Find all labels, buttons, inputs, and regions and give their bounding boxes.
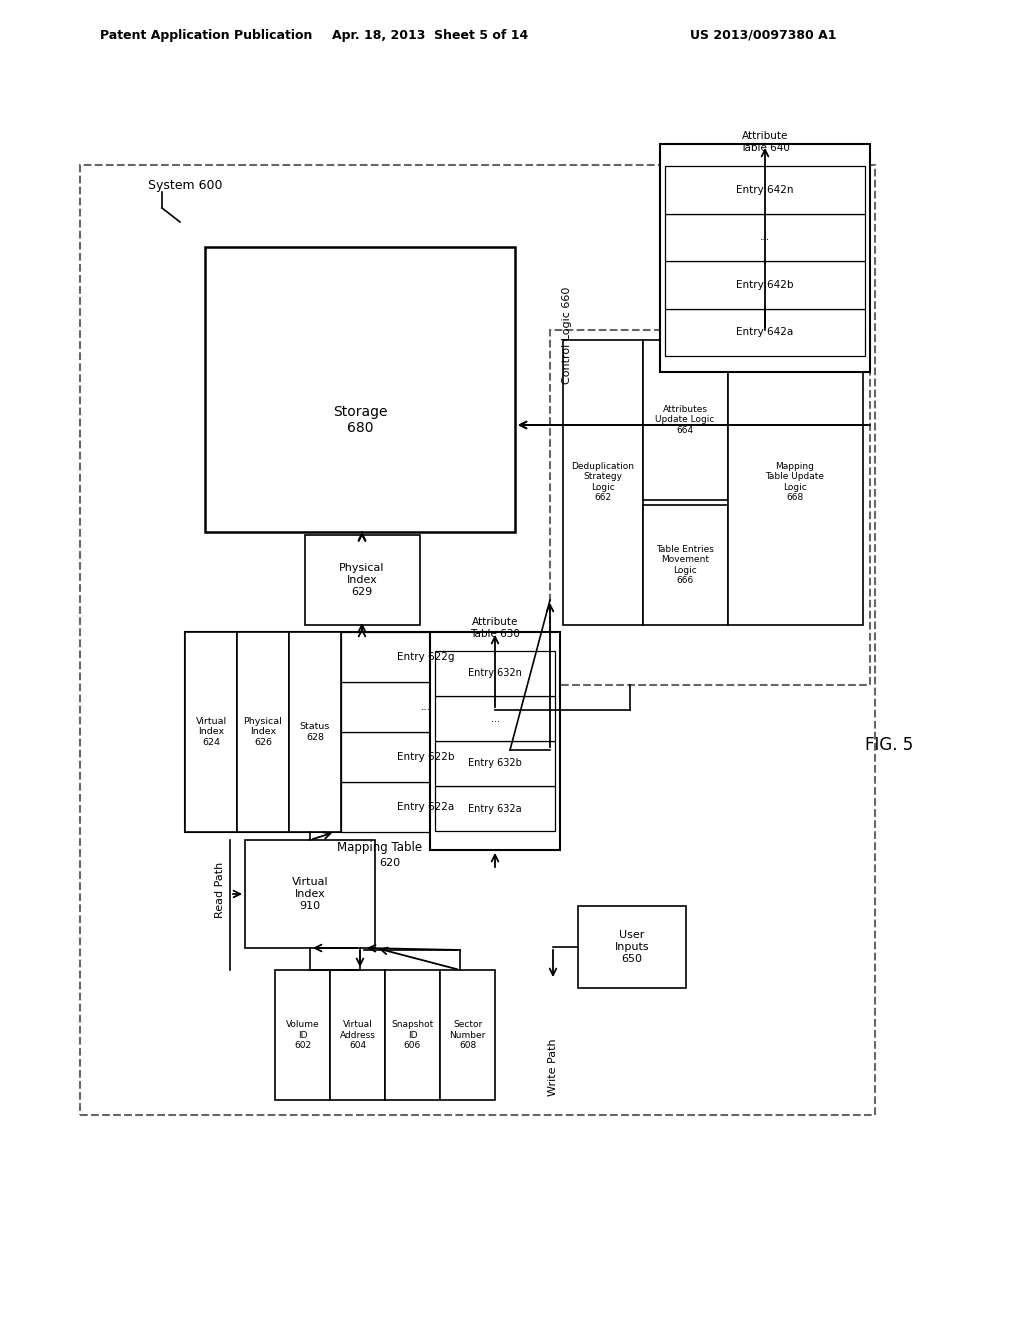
Bar — [665, 309, 865, 356]
Bar — [550, 330, 870, 685]
Text: Attributes
Update Logic
664: Attributes Update Logic 664 — [655, 405, 715, 434]
Text: Entry 642b: Entry 642b — [736, 280, 794, 290]
Text: Read Path: Read Path — [215, 862, 225, 919]
Bar — [185, 632, 237, 832]
Text: US 2013/0097380 A1: US 2013/0097380 A1 — [690, 29, 837, 41]
Bar — [80, 165, 874, 1115]
Bar — [728, 341, 863, 624]
Text: ...: ... — [490, 714, 500, 723]
Text: Entry 632b: Entry 632b — [468, 759, 522, 768]
Text: ...: ... — [421, 702, 430, 711]
Text: User
Inputs
650: User Inputs 650 — [614, 931, 649, 964]
Text: Volume
ID
602: Volume ID 602 — [286, 1020, 319, 1049]
Text: Mapping Table: Mapping Table — [338, 842, 423, 854]
Text: 620: 620 — [380, 858, 400, 869]
Bar — [245, 840, 375, 948]
Text: Sector
Number
608: Sector Number 608 — [450, 1020, 485, 1049]
Bar — [205, 247, 515, 532]
Bar — [341, 733, 510, 781]
Bar — [665, 166, 865, 214]
Text: ...: ... — [760, 232, 770, 243]
Bar — [660, 144, 870, 372]
Text: Physical
Index
626: Physical Index 626 — [244, 717, 283, 747]
Bar — [435, 785, 555, 832]
Bar — [440, 970, 495, 1100]
Bar — [435, 741, 555, 785]
Bar — [341, 632, 510, 682]
Bar — [435, 651, 555, 696]
Text: Virtual
Index
624: Virtual Index 624 — [196, 717, 226, 747]
Text: Deduplication
Strategy
Logic
662: Deduplication Strategy Logic 662 — [571, 462, 635, 502]
Text: Attribute
Table 640: Attribute Table 640 — [740, 131, 790, 153]
Text: Entry 632a: Entry 632a — [468, 804, 522, 813]
Bar — [185, 632, 510, 832]
Text: Control Logic 660: Control Logic 660 — [562, 286, 572, 384]
Text: Entry 622b: Entry 622b — [396, 752, 455, 762]
Text: Virtual
Address
604: Virtual Address 604 — [340, 1020, 376, 1049]
Text: Virtual
Index
910: Virtual Index 910 — [292, 878, 329, 911]
Bar — [330, 970, 385, 1100]
Text: Write Path: Write Path — [548, 1039, 558, 1096]
Text: Entry 622g: Entry 622g — [396, 652, 455, 663]
Text: Entry 632n: Entry 632n — [468, 668, 522, 678]
Text: Snapshot
ID
606: Snapshot ID 606 — [391, 1020, 433, 1049]
Bar — [385, 970, 440, 1100]
Text: Entry 622a: Entry 622a — [397, 803, 454, 812]
Bar — [305, 535, 420, 624]
Bar — [643, 506, 728, 624]
Bar — [665, 214, 865, 261]
Text: Attribute
Table 630: Attribute Table 630 — [470, 618, 520, 639]
Text: Entry 642a: Entry 642a — [736, 327, 794, 337]
Bar — [341, 781, 510, 832]
Bar — [289, 632, 341, 832]
Bar — [430, 632, 560, 850]
Text: Apr. 18, 2013  Sheet 5 of 14: Apr. 18, 2013 Sheet 5 of 14 — [332, 29, 528, 41]
Text: Table Entries
Movement
Logic
666: Table Entries Movement Logic 666 — [656, 545, 714, 585]
Bar — [237, 632, 289, 832]
Text: Mapping
Table Update
Logic
668: Mapping Table Update Logic 668 — [766, 462, 824, 502]
Bar — [341, 682, 510, 733]
Text: System 600: System 600 — [148, 178, 222, 191]
Text: Physical
Index
629: Physical Index 629 — [339, 564, 385, 597]
Bar — [643, 341, 728, 500]
Bar — [435, 696, 555, 741]
Bar — [578, 906, 686, 987]
Text: Storage
680: Storage 680 — [333, 405, 387, 436]
Bar — [665, 261, 865, 309]
Bar — [275, 970, 330, 1100]
Text: Entry 642n: Entry 642n — [736, 185, 794, 195]
Bar — [563, 341, 643, 624]
Text: Patent Application Publication: Patent Application Publication — [100, 29, 312, 41]
Text: FIG. 5: FIG. 5 — [865, 737, 913, 754]
Text: Status
628: Status 628 — [300, 722, 330, 742]
